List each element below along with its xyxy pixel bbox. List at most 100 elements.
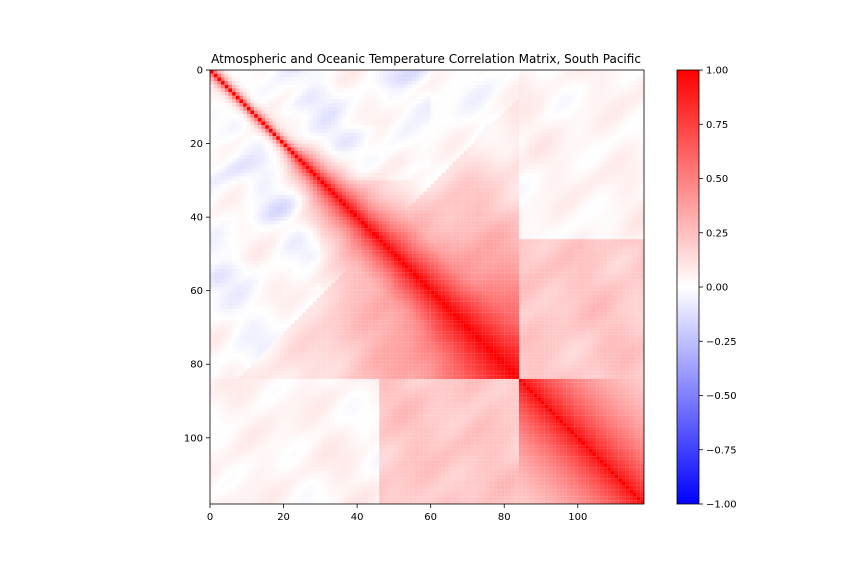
heatmap-cell [382,125,387,129]
heatmap-cell [621,202,626,207]
heatmap-cell [390,139,394,144]
heatmap-cell [485,103,490,107]
heatmap-cell [257,114,262,118]
heatmap-cell [629,99,634,104]
heatmap-cell [603,202,608,207]
heatmap-cell [305,202,310,207]
heatmap-cell [320,132,325,137]
heatmap-cell [221,172,225,177]
heatmap-cell [331,106,336,111]
heatmap-cell [541,121,545,126]
heatmap-cell [544,165,549,170]
heatmap-cell [445,81,450,85]
heatmap-cell [331,136,336,140]
heatmap-cell [287,187,291,192]
heatmap-cell [511,92,516,96]
heatmap-cell [268,143,273,148]
heatmap-cell [445,147,450,151]
heatmap-cell [305,77,310,82]
heatmap-cell [338,206,343,210]
heatmap-cell [449,70,453,74]
heatmap-cell [371,217,376,221]
heatmap-cell [397,209,402,214]
heatmap-cell [239,172,244,177]
heatmap-cell [636,70,641,74]
heatmap-cell [349,165,354,170]
heatmap-cell [327,99,332,104]
heatmap-cell [555,132,560,137]
heatmap-cell [404,106,409,111]
heatmap-cell [228,217,233,221]
heatmap-cell [500,88,505,93]
heatmap-cell [327,77,332,82]
heatmap-cell [618,191,622,196]
heatmap-cell [640,132,645,137]
heatmap-cell [566,77,571,82]
heatmap-cell [518,165,523,170]
heatmap-cell [588,220,593,225]
heatmap-cell [496,77,501,82]
heatmap-cell [235,176,240,181]
heatmap-cell [507,180,512,185]
heatmap-cell [507,169,512,174]
heatmap-cell [621,125,626,129]
heatmap-cell [360,169,365,174]
heatmap-cell [596,161,600,166]
heatmap-cell [298,125,302,129]
heatmap-cell [217,187,222,192]
heatmap-cell [507,84,512,89]
heatmap-cell [375,84,380,89]
heatmap-cell [518,184,523,188]
heatmap-cell [415,117,420,122]
heatmap-cell [515,77,519,82]
heatmap-cell [614,114,619,118]
heatmap-cell [404,154,409,159]
heatmap-cell [430,158,435,162]
heatmap-cell [478,143,483,148]
heatmap-cell [379,165,383,170]
heatmap-cell [327,128,332,133]
heatmap-cell [618,132,622,137]
heatmap-cell [412,187,417,192]
heatmap-cell [415,106,420,111]
heatmap-cell [640,110,645,115]
heatmap-cell [272,99,277,104]
heatmap-cell [434,202,439,207]
heatmap-cell [581,114,586,118]
heatmap-cell [371,110,376,115]
heatmap-cell [607,114,611,118]
heatmap-cell [574,209,578,214]
heatmap-cell [629,154,634,159]
heatmap-cell [467,110,472,115]
heatmap-cell [243,81,247,85]
heatmap-cell [298,180,302,185]
heatmap-cell [250,220,255,225]
heatmap-cell [511,110,516,115]
heatmap-cell [596,165,600,170]
heatmap-cell [621,77,626,82]
heatmap-cell [327,84,332,89]
heatmap-cell [213,128,218,133]
heatmap-cell [279,95,284,100]
heatmap-cell [290,165,295,170]
heatmap-cell [588,70,593,74]
heatmap-cell [342,209,347,214]
heatmap-cell [224,139,229,144]
heatmap-cell [254,158,258,162]
heatmap-cell [522,73,527,78]
heatmap-cell [386,150,391,155]
heatmap-cell [309,81,314,85]
heatmap-cell [570,84,575,89]
heatmap-cell [621,147,626,151]
heatmap-cell [338,180,343,185]
heatmap-cell [379,84,383,89]
heatmap-cell [224,217,229,221]
heatmap-cell [471,184,475,188]
heatmap-cell [533,125,538,129]
heatmap-cell [467,92,472,96]
heatmap-cell [577,114,582,118]
heatmap-cell [610,128,615,133]
heatmap-cell [559,81,564,85]
heatmap-cell [353,92,358,96]
heatmap-cell [368,121,372,126]
